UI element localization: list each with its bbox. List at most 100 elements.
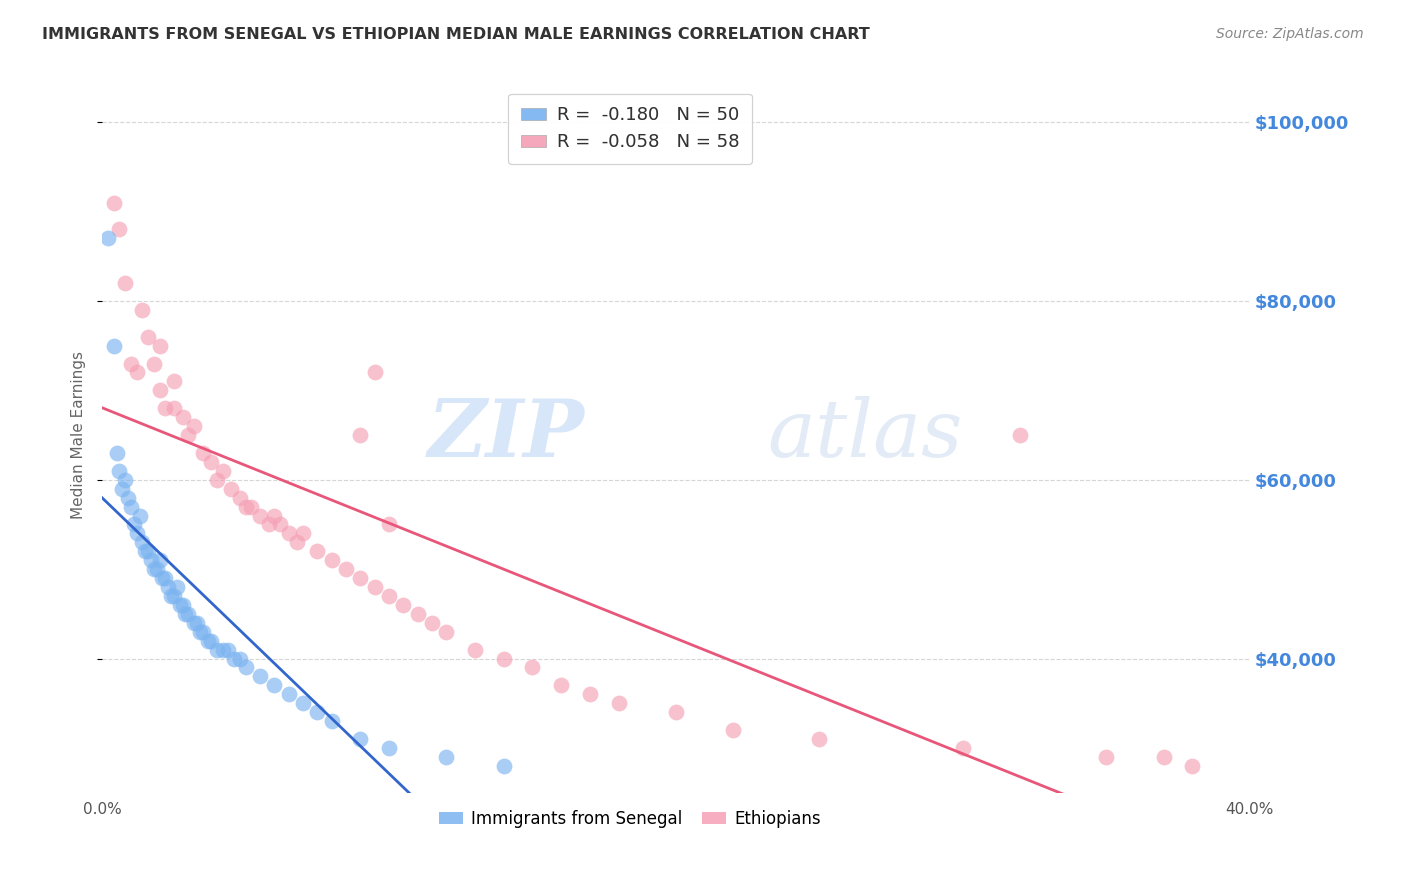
Point	[349, 428, 371, 442]
Point	[160, 589, 183, 603]
Point	[1153, 750, 1175, 764]
Point	[205, 473, 228, 487]
Point	[97, 231, 120, 245]
Point	[200, 455, 222, 469]
Point	[464, 642, 486, 657]
Point	[269, 517, 291, 532]
Point	[148, 338, 170, 352]
Point	[148, 553, 170, 567]
Point	[139, 553, 162, 567]
Point	[1010, 428, 1032, 442]
Point	[723, 723, 745, 737]
Legend: Immigrants from Senegal, Ethiopians: Immigrants from Senegal, Ethiopians	[433, 803, 827, 834]
Point	[392, 598, 415, 612]
Point	[235, 660, 257, 674]
Point	[292, 696, 315, 710]
Point	[120, 500, 142, 514]
Point	[177, 428, 200, 442]
Point	[200, 633, 222, 648]
Point	[378, 589, 401, 603]
Point	[114, 473, 136, 487]
Point	[111, 482, 134, 496]
Point	[808, 731, 831, 746]
Point	[420, 615, 443, 630]
Point	[307, 705, 329, 719]
Point	[148, 384, 170, 398]
Point	[378, 741, 401, 756]
Point	[174, 607, 197, 621]
Point	[105, 446, 128, 460]
Text: atlas: atlas	[768, 396, 963, 474]
Point	[249, 669, 271, 683]
Point	[155, 401, 177, 416]
Point	[321, 553, 343, 567]
Point	[108, 222, 131, 236]
Point	[229, 491, 252, 505]
Point	[103, 338, 125, 352]
Point	[378, 517, 401, 532]
Point	[307, 544, 329, 558]
Point	[191, 446, 214, 460]
Point	[120, 357, 142, 371]
Point	[492, 759, 515, 773]
Point	[263, 678, 285, 692]
Point	[191, 624, 214, 639]
Point	[522, 660, 544, 674]
Point	[108, 464, 131, 478]
Point	[235, 500, 257, 514]
Point	[188, 624, 211, 639]
Point	[142, 357, 165, 371]
Y-axis label: Median Male Earnings: Median Male Earnings	[72, 351, 86, 519]
Point	[183, 419, 205, 434]
Point	[145, 562, 167, 576]
Point	[131, 535, 153, 549]
Point	[240, 500, 263, 514]
Point	[406, 607, 429, 621]
Point	[952, 741, 974, 756]
Point	[349, 571, 371, 585]
Point	[169, 598, 191, 612]
Point	[249, 508, 271, 523]
Point	[125, 366, 148, 380]
Point	[163, 589, 186, 603]
Text: ZIP: ZIP	[427, 396, 583, 474]
Point	[285, 535, 308, 549]
Point	[1095, 750, 1118, 764]
Point	[125, 526, 148, 541]
Point	[172, 598, 194, 612]
Text: Source: ZipAtlas.com: Source: ZipAtlas.com	[1216, 27, 1364, 41]
Point	[1181, 759, 1204, 773]
Point	[211, 464, 233, 478]
Point	[579, 687, 602, 701]
Point	[157, 580, 180, 594]
Point	[166, 580, 188, 594]
Point	[155, 571, 177, 585]
Point	[335, 562, 357, 576]
Point	[205, 642, 228, 657]
Point	[103, 195, 125, 210]
Point	[277, 526, 299, 541]
Point	[217, 642, 239, 657]
Point	[117, 491, 139, 505]
Point	[163, 401, 186, 416]
Point	[177, 607, 200, 621]
Point	[492, 651, 515, 665]
Point	[349, 731, 371, 746]
Point	[134, 544, 156, 558]
Point	[224, 651, 246, 665]
Point	[152, 571, 174, 585]
Point	[607, 696, 630, 710]
Point	[665, 705, 688, 719]
Point	[142, 562, 165, 576]
Point	[131, 302, 153, 317]
Point	[277, 687, 299, 701]
Point	[229, 651, 252, 665]
Point	[292, 526, 315, 541]
Point	[183, 615, 205, 630]
Point	[197, 633, 219, 648]
Point	[211, 642, 233, 657]
Point	[550, 678, 572, 692]
Point	[128, 508, 150, 523]
Point	[122, 517, 145, 532]
Point	[257, 517, 280, 532]
